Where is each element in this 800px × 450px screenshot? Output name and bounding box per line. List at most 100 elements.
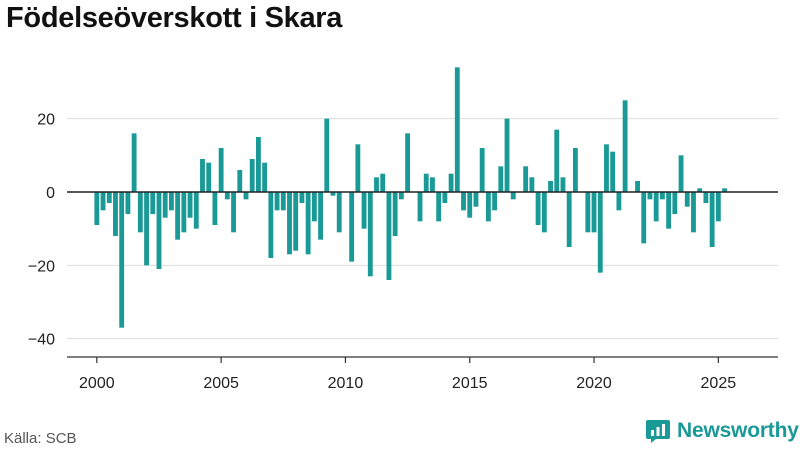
bar bbox=[206, 162, 212, 192]
bar bbox=[243, 192, 249, 200]
bar bbox=[137, 192, 143, 233]
bar bbox=[548, 181, 553, 192]
bar bbox=[361, 192, 367, 229]
x-tick-label: 2025 bbox=[701, 375, 737, 392]
bar bbox=[106, 192, 112, 203]
bar bbox=[641, 192, 647, 244]
bar bbox=[672, 192, 678, 214]
bar bbox=[355, 144, 361, 192]
bar bbox=[119, 192, 125, 328]
x-tick-label: 2020 bbox=[576, 375, 612, 392]
bar bbox=[187, 192, 193, 218]
bar bbox=[423, 173, 429, 192]
bar bbox=[299, 192, 305, 203]
bar bbox=[417, 192, 423, 222]
x-tick-label: 2010 bbox=[328, 375, 364, 392]
bar bbox=[380, 173, 386, 192]
bar bbox=[193, 192, 199, 229]
bar bbox=[293, 192, 299, 251]
bar bbox=[94, 192, 100, 225]
y-tick-label: 0 bbox=[46, 185, 55, 202]
bar bbox=[610, 151, 616, 192]
bar bbox=[231, 192, 236, 233]
bar bbox=[442, 192, 448, 203]
bar bbox=[722, 188, 727, 192]
brand-name: Newsworthy bbox=[677, 419, 799, 442]
bar bbox=[181, 192, 187, 233]
bar bbox=[324, 118, 330, 192]
bar bbox=[125, 192, 131, 214]
bar bbox=[703, 192, 709, 203]
bar bbox=[591, 192, 597, 233]
bar bbox=[430, 177, 435, 192]
bar bbox=[597, 192, 603, 273]
y-tick-label: 20 bbox=[37, 112, 55, 129]
bar bbox=[305, 192, 311, 255]
bar bbox=[635, 181, 640, 192]
newsworthy-logo-icon bbox=[646, 420, 670, 443]
bar bbox=[100, 192, 106, 211]
bar bbox=[156, 192, 162, 269]
bar bbox=[691, 192, 696, 233]
bar bbox=[485, 192, 491, 222]
bar bbox=[318, 192, 323, 240]
bar bbox=[467, 192, 473, 218]
bar bbox=[604, 144, 609, 192]
bar bbox=[175, 192, 181, 240]
bar bbox=[162, 192, 168, 218]
bar bbox=[504, 118, 510, 192]
bar bbox=[492, 192, 498, 211]
bar bbox=[113, 192, 118, 236]
bar bbox=[678, 155, 684, 192]
bar bbox=[374, 177, 379, 192]
bar bbox=[218, 148, 224, 192]
bar bbox=[659, 192, 665, 200]
bar bbox=[554, 129, 560, 192]
bar bbox=[461, 192, 466, 211]
y-axis: 20 0 −20 −40 bbox=[28, 112, 55, 349]
bar bbox=[448, 173, 454, 192]
bar bbox=[200, 159, 205, 192]
bar bbox=[280, 192, 286, 211]
bar bbox=[398, 192, 404, 200]
bar bbox=[237, 170, 243, 192]
bar bbox=[212, 192, 218, 225]
bar bbox=[224, 192, 230, 200]
brand-logo[interactable]: Newsworthy bbox=[645, 418, 799, 444]
bar bbox=[262, 162, 268, 192]
bar bbox=[498, 166, 504, 192]
bar bbox=[392, 192, 398, 236]
x-axis: 2000 2005 2010 2015 2020 2025 bbox=[67, 356, 778, 392]
bars bbox=[94, 67, 727, 328]
bar bbox=[367, 192, 373, 277]
bar bbox=[535, 192, 541, 225]
x-tick-label: 2005 bbox=[203, 375, 239, 392]
bar bbox=[473, 192, 479, 207]
bar bbox=[666, 192, 672, 229]
chart-title: Födelseöverskott i Skara bbox=[6, 2, 343, 34]
bar bbox=[144, 192, 149, 266]
bar bbox=[510, 192, 516, 200]
bar bbox=[336, 192, 342, 233]
bar bbox=[572, 148, 578, 192]
bar bbox=[697, 188, 703, 192]
bar bbox=[479, 148, 485, 192]
y-tick-label: −40 bbox=[28, 332, 55, 349]
bar bbox=[311, 192, 317, 222]
bar bbox=[405, 133, 411, 192]
bar bbox=[150, 192, 156, 214]
bar bbox=[330, 192, 336, 196]
bar bbox=[349, 192, 355, 262]
bar bbox=[709, 192, 715, 247]
bar bbox=[529, 177, 535, 192]
source-note: Källa: SCB bbox=[4, 430, 77, 447]
bar bbox=[653, 192, 659, 222]
grid-lines bbox=[67, 118, 778, 340]
bar bbox=[287, 192, 292, 255]
bar bbox=[585, 192, 591, 233]
bar bbox=[454, 67, 460, 192]
x-tick-label: 2000 bbox=[79, 375, 115, 392]
bar bbox=[256, 137, 261, 192]
bar bbox=[541, 192, 547, 233]
